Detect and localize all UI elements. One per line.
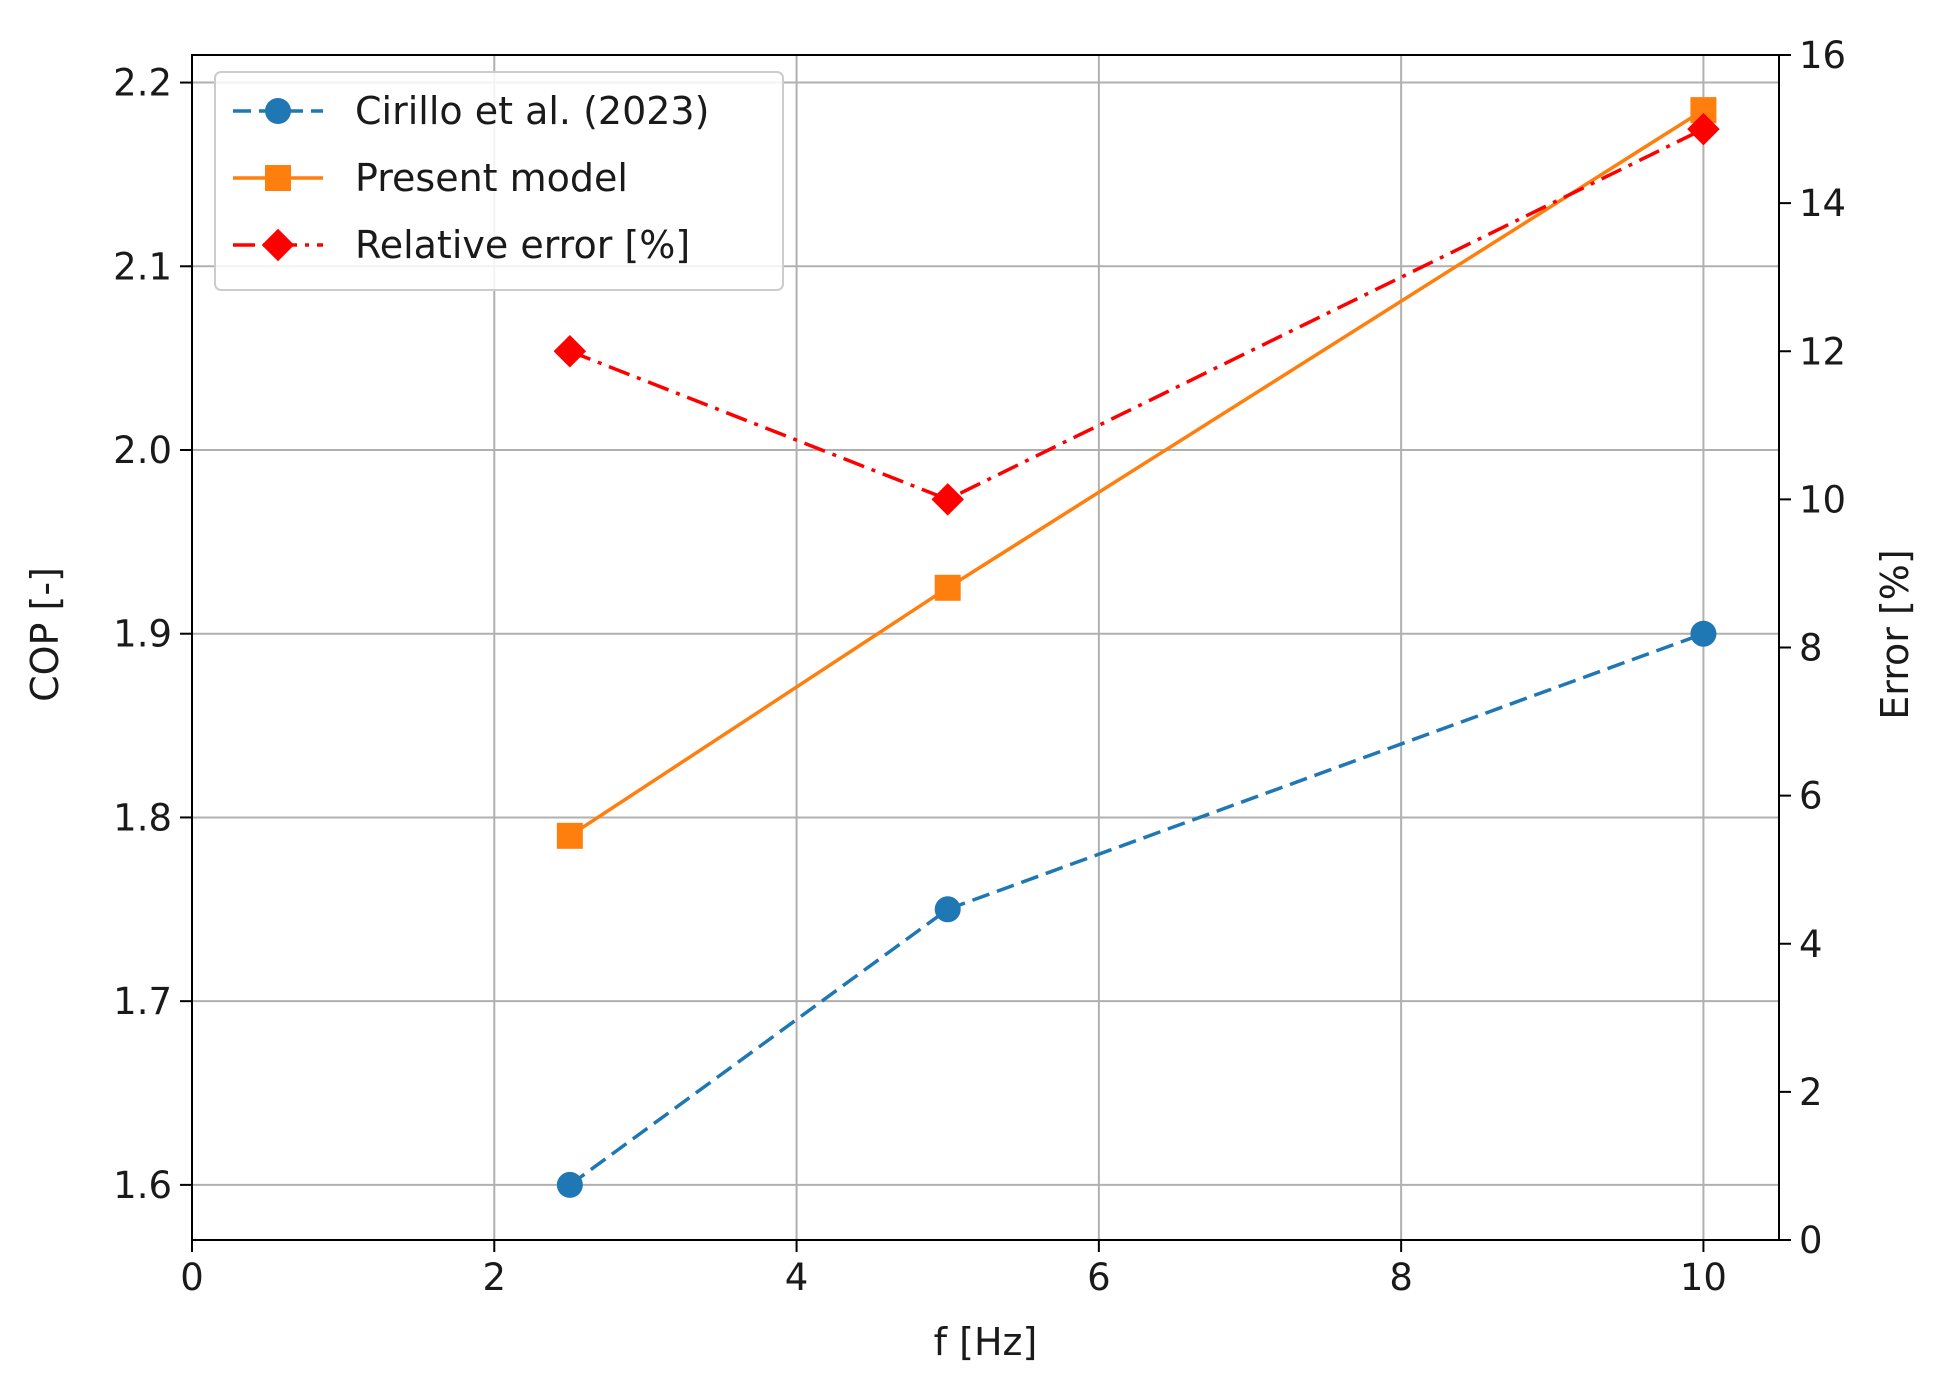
y-right-tick-label: 0 <box>1799 1219 1823 1262</box>
grid-lines <box>191 55 1779 1240</box>
legend-marker <box>265 98 291 124</box>
legend-box <box>214 71 784 291</box>
data-point <box>931 483 964 516</box>
y-left-tick-label: 2.1 <box>113 245 172 288</box>
axis-ticks: 0 2 4 6 8 10 1.6 1.7 1.8 1.9 2.0 2.1 2.2 0 2 4 6 8 10 12 14 1… <box>113 34 1846 1299</box>
x-tick-label: 4 <box>785 1256 809 1299</box>
legend-label: Relative error [%] <box>355 223 690 267</box>
series-2 <box>553 112 1720 516</box>
x-tick-label: 2 <box>483 1256 507 1299</box>
series-line <box>568 632 1705 1187</box>
legend-label: Cirillo et al. (2023) <box>355 89 709 133</box>
y-left-tick-label: 2.2 <box>113 62 172 105</box>
data-point <box>934 574 961 601</box>
y-left-tick-label: 1.9 <box>113 613 172 656</box>
y-left-tick-label: 2.0 <box>113 429 172 472</box>
y-left-tick-label: 1.6 <box>113 1164 172 1207</box>
y-right-tick-label: 6 <box>1799 775 1823 818</box>
y-right-tick-label: 14 <box>1799 182 1846 225</box>
data-point <box>556 822 583 849</box>
data-point <box>553 335 587 368</box>
legend-entry: Cirillo et al. (2023) <box>233 89 709 133</box>
y-left-tick-label: 1.7 <box>113 980 172 1023</box>
data-point <box>556 1171 583 1198</box>
x-tick-label: 8 <box>1389 1256 1413 1299</box>
x-tick-label: 10 <box>1680 1256 1727 1299</box>
x-tick-label: 6 <box>1087 1256 1111 1299</box>
y-left-tick-label: 1.8 <box>113 796 172 839</box>
legend: Cirillo et al. (2023) Present model Relati… <box>214 71 784 291</box>
legend-entry: Present model <box>233 156 628 200</box>
y-right-tick-label: 2 <box>1799 1071 1823 1114</box>
series-layer <box>553 97 1720 1198</box>
legend-label: Present model <box>355 156 628 200</box>
data-point <box>1687 112 1720 146</box>
legend-entry: Relative error [%] <box>233 223 690 267</box>
legend-marker <box>265 165 291 191</box>
data-point <box>934 896 961 923</box>
data-point <box>1690 620 1717 647</box>
x-tick-label: 0 <box>180 1256 204 1299</box>
y-axis-left-title: COP [-] <box>23 567 67 702</box>
y-right-tick-label: 10 <box>1799 478 1846 521</box>
y-right-tick-label: 4 <box>1799 923 1823 966</box>
y-right-tick-label: 12 <box>1799 330 1846 373</box>
y-right-tick-label: 16 <box>1799 34 1846 77</box>
legend-marker <box>261 228 295 262</box>
series-line <box>569 127 1705 502</box>
series-0 <box>556 620 1717 1198</box>
y-right-tick-label: 8 <box>1799 627 1823 670</box>
y-axis-right-title: Error [%] <box>1873 549 1917 719</box>
x-axis-title: f [Hz] <box>934 1320 1038 1364</box>
